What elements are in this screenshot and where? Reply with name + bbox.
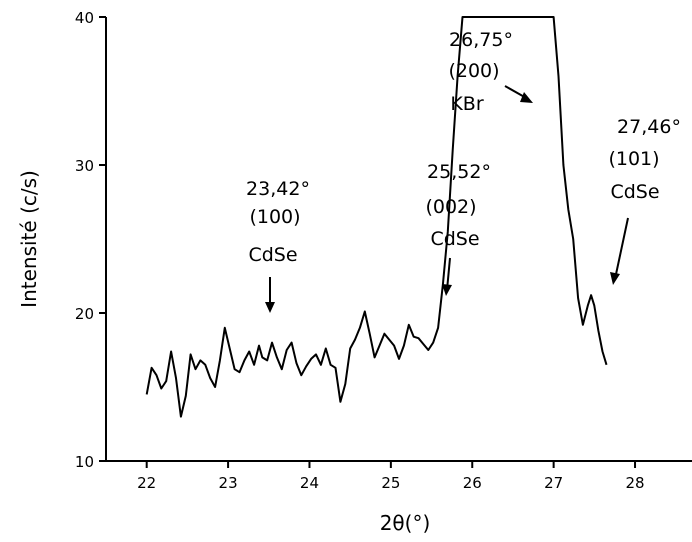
y-axis-title: Intensité (c/s) — [17, 170, 41, 308]
x-axis-ticks: 22 23 24 25 26 27 28 — [137, 461, 645, 492]
series-line — [145, 16, 608, 418]
arrow-head — [265, 302, 275, 313]
arrow-head — [442, 284, 452, 296]
arrow-head — [520, 92, 533, 103]
y-axis-ticks: 10 20 30 40 — [75, 9, 106, 471]
annotation-miller-index: (002) — [425, 196, 476, 218]
annotation-angle: 25,52° — [427, 161, 491, 183]
plot-area: 22 23 24 25 26 27 28 10 20 30 40 — [75, 9, 692, 492]
annotation-angle: 26,75° — [449, 29, 513, 51]
annotation-phase: KBr — [450, 93, 483, 115]
arrow-head — [610, 272, 620, 285]
annotation-miller-index: (100) — [249, 206, 300, 228]
annotation-phase: CdSe — [430, 228, 479, 250]
y-tick-label: 30 — [75, 157, 94, 175]
annotation-miller-index: (200) — [448, 60, 499, 82]
annotation-peak-002-cdse: 25,52° (002) CdSe — [425, 161, 491, 296]
x-tick-label: 26 — [463, 474, 482, 492]
annotation-angle: 27,46° — [617, 116, 681, 138]
y-tick-label: 20 — [75, 305, 94, 323]
x-tick-label: 27 — [544, 474, 563, 492]
x-tick-label: 28 — [625, 474, 644, 492]
annotation-peak-200-kbr: 26,75° (200) KBr — [448, 29, 533, 115]
annotation-phase: CdSe — [610, 181, 659, 203]
y-tick-label: 10 — [75, 453, 94, 471]
annotation-peak-100-cdse: 23,42° (100) CdSe — [246, 178, 310, 313]
annotation-peak-101-cdse: 27,46° (101) CdSe — [608, 116, 681, 285]
annotation-angle: 23,42° — [246, 178, 310, 200]
x-tick-label: 23 — [219, 474, 238, 492]
y-tick-label: 40 — [75, 9, 94, 27]
annotation-arrow — [614, 217, 629, 280]
x-tick-label: 22 — [137, 474, 156, 492]
x-tick-label: 25 — [381, 474, 400, 492]
annotation-miller-index: (101) — [608, 148, 659, 170]
x-axis-title: 2θ(°) — [380, 511, 431, 535]
annotation-phase: CdSe — [248, 244, 297, 266]
x-tick-label: 24 — [300, 474, 319, 492]
